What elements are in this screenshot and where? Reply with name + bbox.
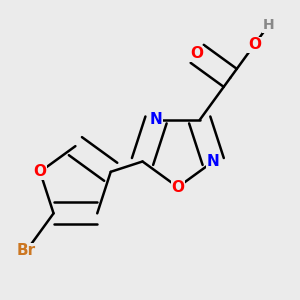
Text: O: O: [191, 46, 204, 61]
Text: Br: Br: [17, 243, 36, 258]
Text: O: O: [34, 164, 46, 179]
Text: N: N: [150, 112, 162, 128]
Text: O: O: [171, 180, 184, 195]
Text: N: N: [207, 154, 220, 169]
Text: H: H: [263, 18, 274, 32]
Text: O: O: [248, 37, 261, 52]
